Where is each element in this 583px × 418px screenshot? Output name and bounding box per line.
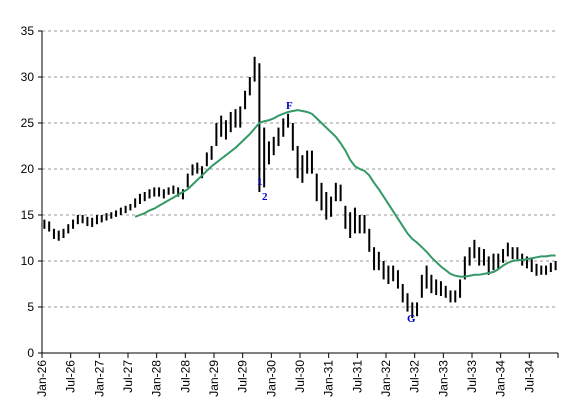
annotation: 2 bbox=[262, 191, 268, 203]
x-tick-label: Jul-29 bbox=[236, 360, 250, 393]
x-tick-label: Jan-34 bbox=[494, 360, 508, 397]
x-tick-label: Jul-34 bbox=[522, 360, 536, 393]
x-tick-label: Jan-26 bbox=[35, 360, 49, 397]
x-tick-label: Jan-31 bbox=[322, 360, 336, 397]
x-tick-label: Jan-28 bbox=[150, 360, 164, 397]
x-tick-label: Jul-30 bbox=[293, 360, 307, 393]
y-tick-label: 0 bbox=[27, 346, 34, 360]
moving-average-line bbox=[134, 109, 556, 278]
x-tick-label: Jul-26 bbox=[64, 360, 78, 393]
x-tick-label: Jan-27 bbox=[92, 360, 106, 397]
x-tick-label: Jul-33 bbox=[465, 360, 479, 393]
x-tick-label: Jan-30 bbox=[264, 360, 278, 397]
y-tick-label: 25 bbox=[21, 116, 35, 130]
y-tick-label: 35 bbox=[21, 24, 35, 38]
x-tick-label: Jul-27 bbox=[121, 360, 135, 393]
x-tick-label: Jan-32 bbox=[379, 360, 393, 397]
y-tick-label: 15 bbox=[21, 208, 35, 222]
x-tick-label: Jan-33 bbox=[436, 360, 450, 397]
annotation: G bbox=[407, 313, 416, 325]
y-tick-label: 20 bbox=[21, 162, 35, 176]
annotation: 1 bbox=[257, 176, 263, 188]
annotation: F bbox=[286, 100, 293, 112]
y-tick-label: 10 bbox=[21, 254, 35, 268]
x-tick-label: Jul-32 bbox=[408, 360, 422, 393]
y-tick-label: 5 bbox=[27, 300, 34, 314]
x-tick-label: Jan-29 bbox=[207, 360, 221, 397]
x-tick-label: Jul-28 bbox=[178, 360, 192, 393]
y-tick-label: 30 bbox=[21, 70, 35, 84]
x-tick-label: Jul-31 bbox=[350, 360, 364, 393]
